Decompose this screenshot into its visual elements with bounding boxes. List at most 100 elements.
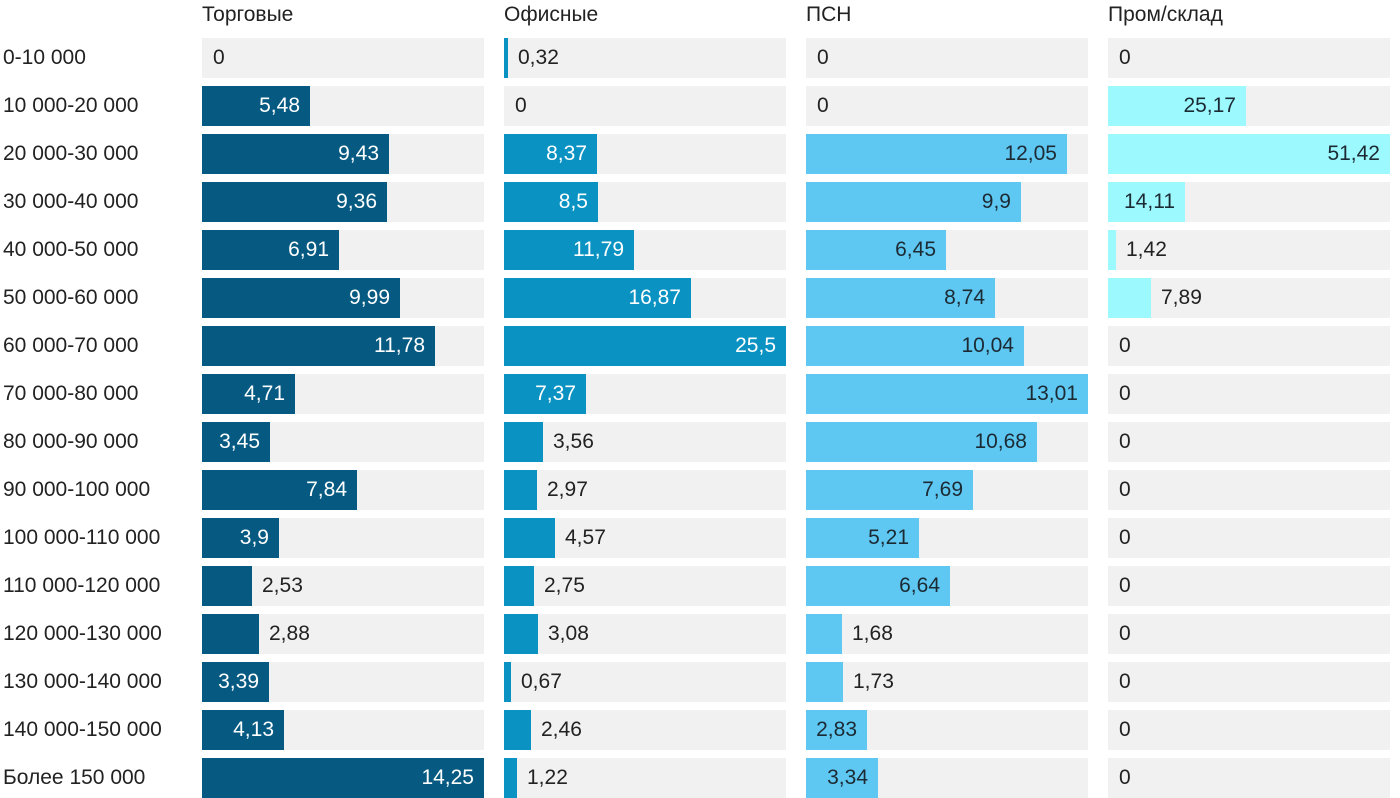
value-label: 0,32 <box>518 46 559 69</box>
bar-track: 9,99 <box>202 278 484 318</box>
value-label: 11,78 <box>374 334 425 357</box>
bar-track: 3,45 <box>202 422 484 462</box>
bar-track: 14,25 <box>202 758 484 798</box>
bar-track: 10,68 <box>806 422 1088 462</box>
bar-track: 16,87 <box>504 278 786 318</box>
bar-track: 3,56 <box>504 422 786 462</box>
category-label: 70 000-80 000 <box>3 382 139 405</box>
bar <box>504 134 597 174</box>
category-label: 110 000-120 000 <box>3 574 161 597</box>
category-label: 90 000-100 000 <box>3 478 151 501</box>
bar-track: 3,08 <box>504 614 786 654</box>
bar-track: 0 <box>806 38 1088 78</box>
category-label: 0-10 000 <box>3 46 86 69</box>
value-label: 9,36 <box>336 190 377 213</box>
value-label: 0 <box>1119 430 1131 453</box>
value-label: 0 <box>1119 718 1131 741</box>
value-label: 3,34 <box>827 766 868 789</box>
value-label: 8,37 <box>546 142 587 165</box>
bar <box>806 614 842 654</box>
bar <box>202 614 259 654</box>
bar-track: 4,71 <box>202 374 484 414</box>
bar <box>806 182 1021 222</box>
value-label: 3,9 <box>239 526 269 549</box>
value-label: 3,56 <box>553 430 594 453</box>
value-label: 9,99 <box>349 286 390 309</box>
value-label: 3,39 <box>218 670 259 693</box>
series-header-3: ПСН <box>806 3 852 26</box>
value-label: 7,84 <box>306 478 347 501</box>
bar <box>806 758 878 798</box>
series-header-1: Торговые <box>202 3 294 26</box>
bar <box>504 38 508 78</box>
bar <box>504 374 586 414</box>
bar-track: 0 <box>1108 614 1390 654</box>
category-label: 60 000-70 000 <box>3 334 139 357</box>
value-label: 25,17 <box>1183 94 1236 117</box>
bar-track: 3,39 <box>202 662 484 702</box>
category-label: 50 000-60 000 <box>3 286 139 309</box>
value-label: 4,57 <box>565 526 606 549</box>
value-label: 1,42 <box>1126 238 1167 261</box>
bar-track: 0 <box>1108 470 1390 510</box>
bar-track: 1,73 <box>806 662 1088 702</box>
value-label: 5,21 <box>868 526 909 549</box>
value-label: 7,37 <box>535 382 576 405</box>
value-label: 7,69 <box>922 478 963 501</box>
bar <box>504 470 537 510</box>
bar-track: 4,13 <box>202 710 484 750</box>
bar-track: 11,78 <box>202 326 484 366</box>
bar <box>504 566 534 606</box>
bar <box>202 134 389 174</box>
value-label: 0 <box>1119 766 1131 789</box>
value-label: 11,79 <box>573 238 624 261</box>
bar-track: 25,17 <box>1108 86 1390 126</box>
bar-track: 9,43 <box>202 134 484 174</box>
value-label: 2,83 <box>816 718 857 741</box>
value-label: 0 <box>1119 382 1131 405</box>
bar-track: 9,9 <box>806 182 1088 222</box>
bar-track: 5,48 <box>202 86 484 126</box>
bar-track: 0 <box>1108 566 1390 606</box>
bar-track: 10,04 <box>806 326 1088 366</box>
bar <box>202 278 400 318</box>
value-label: 0 <box>213 46 225 69</box>
bar <box>1108 134 1390 174</box>
category-label: 120 000-130 000 <box>3 622 162 645</box>
bar-track: 0 <box>1108 374 1390 414</box>
bar <box>202 758 484 798</box>
bar <box>806 662 843 702</box>
bar <box>202 374 295 414</box>
value-label: 0 <box>1119 622 1131 645</box>
bar-track: 2,97 <box>504 470 786 510</box>
bar <box>1108 278 1151 318</box>
bar-track: 1,42 <box>1108 230 1390 270</box>
bar <box>504 230 634 270</box>
value-label: 1,73 <box>853 670 894 693</box>
bar <box>202 470 357 510</box>
bar-track: 0 <box>1108 758 1390 798</box>
bar-track: 12,05 <box>806 134 1088 174</box>
value-label: 16,87 <box>628 286 681 309</box>
bar-track: 2,88 <box>202 614 484 654</box>
bar-track: 2,46 <box>504 710 786 750</box>
bar <box>1108 230 1116 270</box>
bar <box>806 374 1088 414</box>
bar <box>504 662 511 702</box>
value-label: 1,22 <box>527 766 568 789</box>
bar-track: 2,53 <box>202 566 484 606</box>
value-label: 0 <box>1119 334 1131 357</box>
bar <box>806 422 1037 462</box>
category-label: 30 000-40 000 <box>3 190 139 213</box>
value-label: 9,43 <box>338 142 379 165</box>
bar-track: 6,64 <box>806 566 1088 606</box>
category-label: 10 000-20 000 <box>3 94 139 117</box>
value-label: 13,01 <box>1025 382 1078 405</box>
value-label: 12,05 <box>1004 142 1057 165</box>
value-label: 2,75 <box>544 574 585 597</box>
bar <box>806 710 867 750</box>
bar <box>202 566 252 606</box>
value-label: 2,88 <box>269 622 310 645</box>
value-label: 6,91 <box>288 238 329 261</box>
value-label: 6,64 <box>899 574 940 597</box>
